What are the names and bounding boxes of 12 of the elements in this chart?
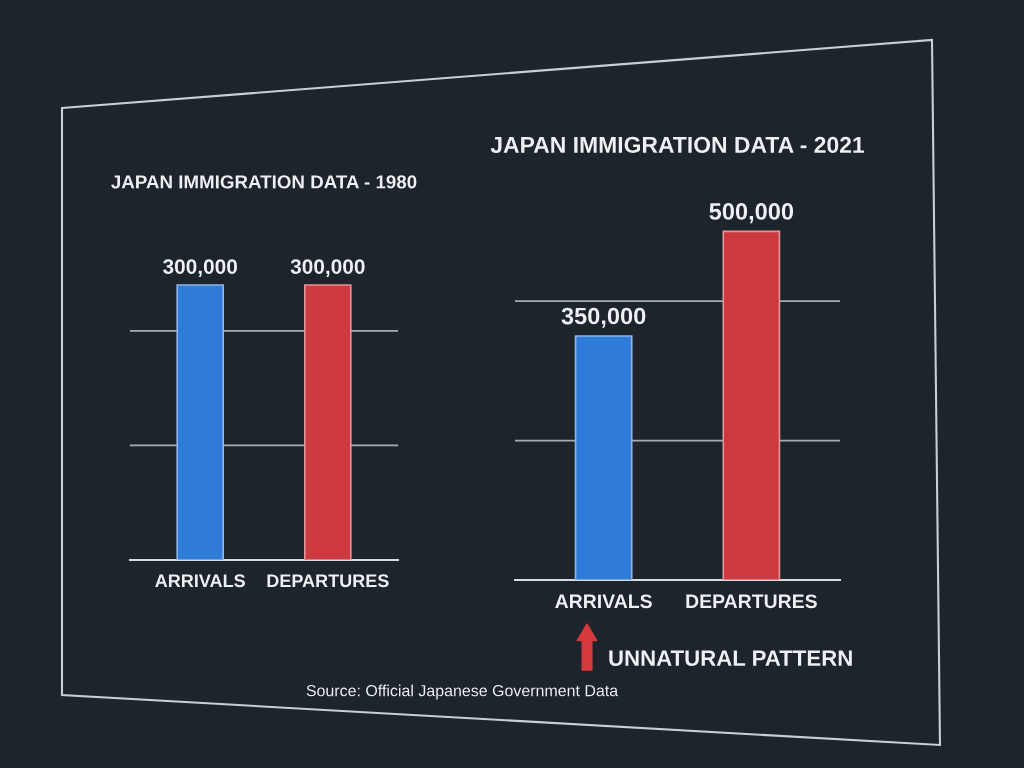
x-tick-label: DEPARTURES [267, 574, 389, 588]
x-tick-label: ARRIVALS [155, 574, 245, 588]
data-label: 350,000 [561, 307, 646, 328]
data-label: 300,000 [163, 259, 237, 277]
text: UNNATURAL PATTERN [609, 650, 852, 666]
chart-title: JAPAN IMMIGRATION DATA - 1980 [111, 175, 417, 189]
chart-title: JAPAN IMMIGRATION DATA - 2021 [490, 136, 865, 153]
data-label: 300,000 [290, 259, 365, 277]
source-note: Source: Official Japanese Government Data [306, 684, 619, 700]
data-label: 500,000 [709, 203, 794, 224]
x-tick-label: ARRIVALS [555, 594, 652, 609]
x-tick-label: DEPARTURES [686, 594, 817, 609]
